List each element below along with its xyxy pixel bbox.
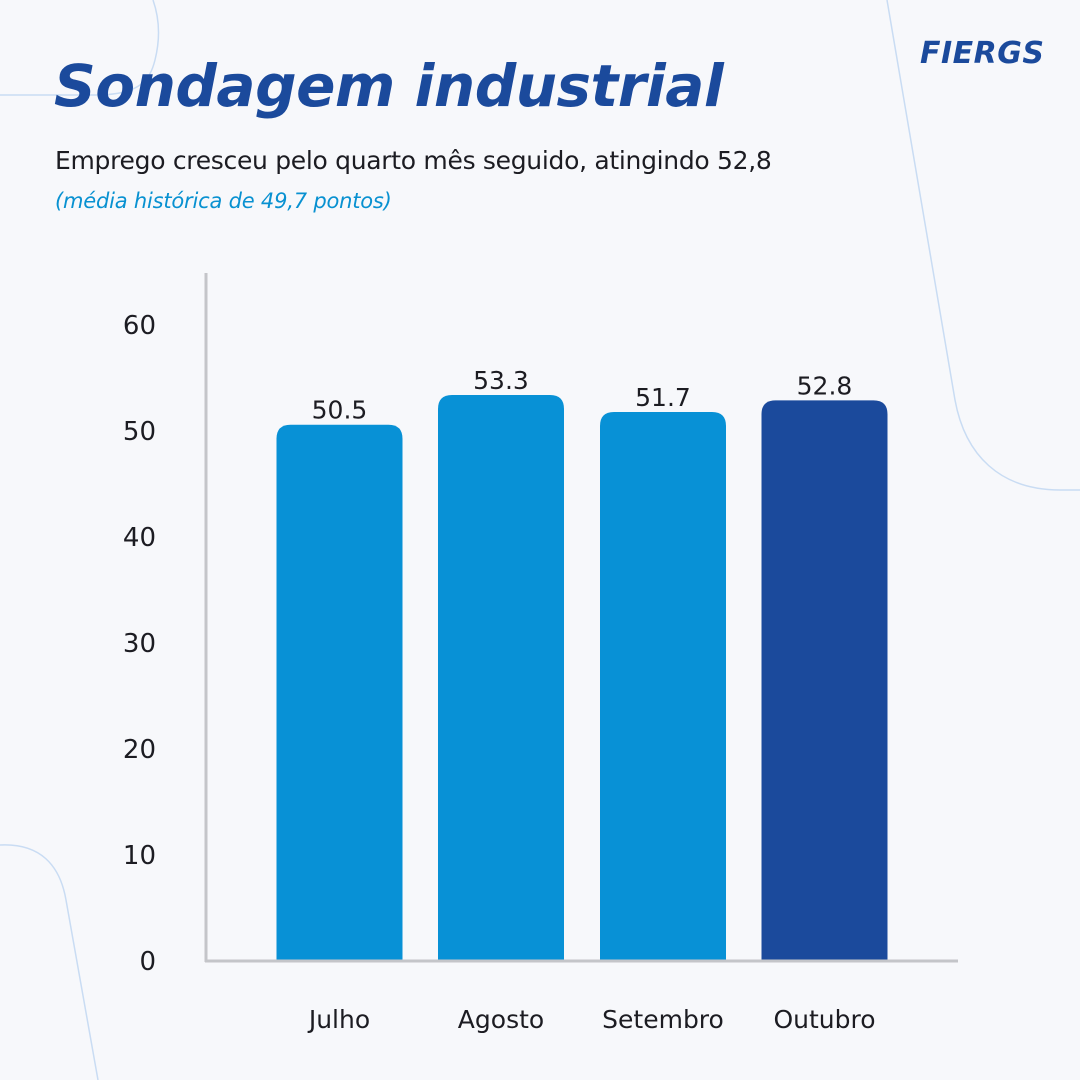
y-tick-label: 60 [123,311,156,341]
chart-subtitle: Emprego cresceu pelo quarto mês seguido,… [55,146,772,175]
y-axis-ticks: 0 10 20 30 40 50 60 [123,311,156,977]
value-labels: 50.5 53.3 51.7 52.8 [312,366,853,425]
x-tick-label: Agosto [458,1005,544,1034]
y-tick-label: 0 [139,947,156,977]
logo-text: FIERGS [920,36,1044,71]
y-tick-label: 50 [123,417,156,447]
x-tick-label: Outubro [773,1005,875,1034]
value-label: 53.3 [473,366,529,395]
historical-average-note: (média histórica de 49,7 pontos) [55,189,392,213]
x-axis-labels: Julho Agosto Setembro Outubro [307,1005,876,1034]
x-tick-label: Setembro [602,1005,724,1034]
value-label: 50.5 [312,396,368,425]
fiergs-logo: FIERGS [920,36,1044,71]
value-label: 52.8 [797,371,853,400]
x-tick-label: Julho [307,1005,370,1034]
y-tick-label: 30 [123,629,156,659]
bars [276,395,888,961]
bar-setembro [600,411,726,961]
bar-agosto [438,395,564,960]
y-tick-label: 40 [123,523,156,553]
y-tick-label: 10 [123,841,156,871]
bar-julho [276,424,403,960]
page-title: Sondagem industrial [54,52,724,120]
bar-outubro [761,400,888,960]
value-label: 51.7 [635,383,691,412]
y-tick-label: 20 [123,735,156,765]
